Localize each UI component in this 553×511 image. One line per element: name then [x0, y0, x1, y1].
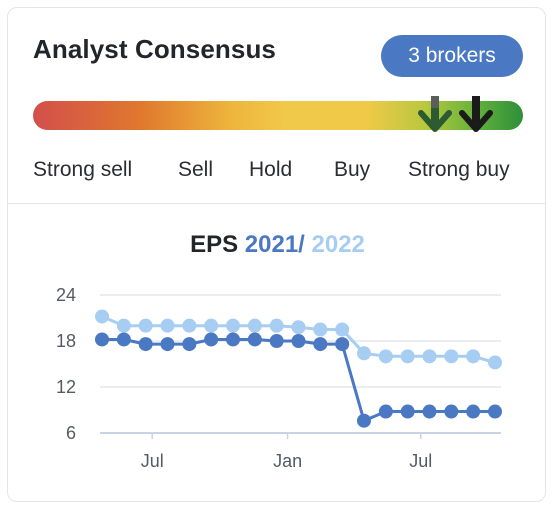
- data-point-2021: [226, 332, 240, 347]
- data-point-2022: [95, 309, 109, 324]
- data-point-2022: [378, 349, 393, 364]
- previous-rating-arrow-icon: [418, 96, 452, 132]
- data-point-2021: [378, 404, 393, 419]
- data-point-2022: [160, 318, 175, 333]
- data-point-2021: [444, 404, 459, 419]
- card-title: Analyst Consensus: [33, 34, 276, 64]
- data-point-2021: [204, 332, 219, 347]
- data-point-2022: [357, 346, 371, 361]
- data-point-2022: [488, 355, 502, 370]
- data-point-2022: [335, 322, 350, 337]
- data-point-2022: [226, 318, 240, 333]
- x-tick-label: Jan: [273, 451, 302, 471]
- data-point-2021: [422, 404, 437, 419]
- eps-chart-title: EPS 2021/ 2022: [8, 231, 547, 259]
- scale-label-strong-sell: Strong sell: [33, 158, 133, 181]
- data-point-2021: [138, 337, 153, 352]
- data-point-2021: [291, 334, 306, 348]
- data-point-2022: [466, 349, 481, 364]
- y-tick-label: 24: [56, 285, 76, 305]
- data-point-2021: [313, 337, 328, 352]
- current-rating-arrow-icon: [459, 96, 493, 132]
- y-tick-label: 18: [56, 331, 76, 351]
- data-point-2021: [335, 337, 350, 352]
- eps-line-chart: 6 12 18 24 Jul Jan Jul: [56, 285, 502, 471]
- data-point-2021: [488, 404, 502, 419]
- data-point-2022: [444, 349, 459, 364]
- analyst-consensus-card: Analyst Consensus 3 brokers Strong sell …: [7, 7, 546, 502]
- x-tick-label: Jul: [141, 451, 164, 471]
- scale-label-buy: Buy: [334, 158, 371, 181]
- y-tick-label: 6: [66, 423, 76, 443]
- data-point-2022: [269, 318, 284, 333]
- data-point-2022: [247, 318, 262, 333]
- eps-title-prefix: EPS: [190, 231, 239, 258]
- data-point-2022: [422, 349, 437, 364]
- scale-label-hold: Hold: [249, 158, 293, 181]
- scale-label-strong-buy: Strong buy: [408, 158, 510, 181]
- data-point-2022: [138, 318, 153, 333]
- data-point-2021: [247, 332, 262, 347]
- series-line-2021: [102, 338, 495, 423]
- data-point-2021: [357, 413, 371, 428]
- eps-legend-2022[interactable]: 2022: [311, 231, 365, 258]
- data-point-2022: [291, 320, 306, 335]
- data-point-2022: [116, 318, 131, 333]
- data-point-2021: [269, 334, 284, 348]
- data-point-2022: [182, 318, 197, 333]
- data-point-2021: [95, 332, 109, 347]
- data-point-2022: [400, 349, 415, 364]
- y-tick-label: 12: [56, 377, 76, 397]
- section-divider: [8, 203, 545, 204]
- x-tick-label: Jul: [409, 451, 432, 471]
- data-point-2021: [116, 332, 131, 347]
- brokers-badge[interactable]: 3 brokers: [381, 35, 523, 77]
- scale-label-sell: Sell: [178, 158, 214, 181]
- data-point-2021: [400, 404, 415, 419]
- data-point-2021: [466, 404, 481, 419]
- data-point-2022: [313, 322, 328, 337]
- eps-title-separator: /: [298, 231, 305, 258]
- eps-legend-2021[interactable]: 2021: [244, 231, 299, 258]
- data-point-2021: [160, 337, 175, 352]
- data-point-2021: [182, 337, 197, 352]
- data-point-2022: [204, 318, 219, 333]
